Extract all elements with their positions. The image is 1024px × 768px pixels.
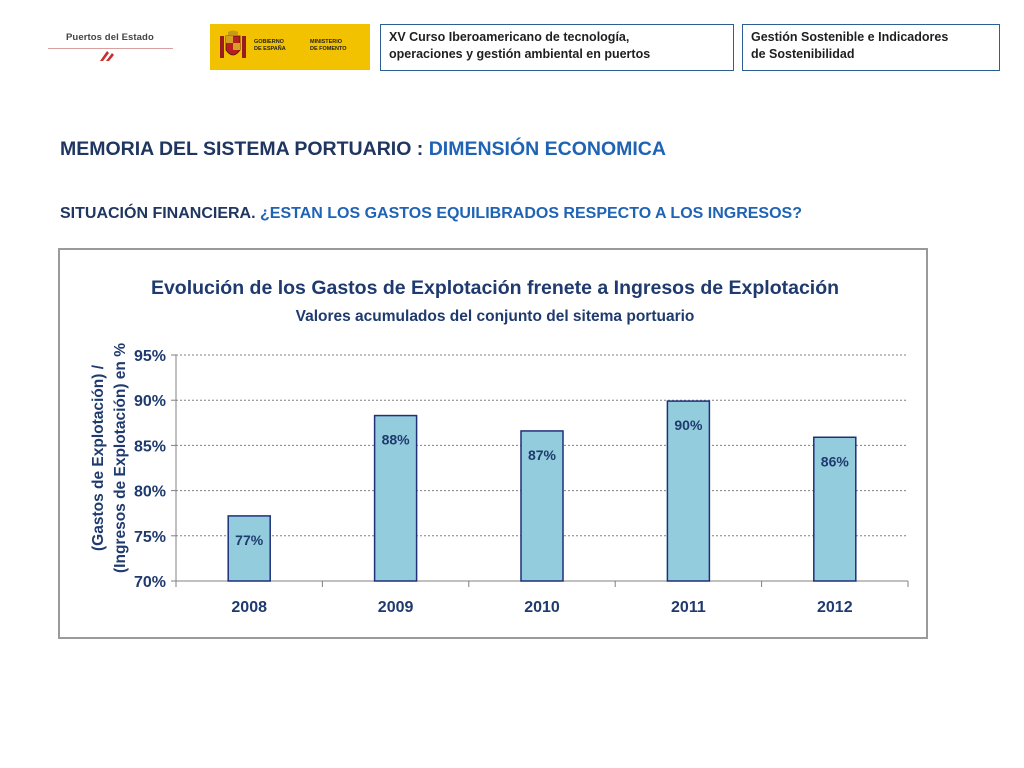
y-tick-label: 95% <box>134 348 166 365</box>
bar-chart: Evolución de los Gastos de Explotación f… <box>90 277 909 616</box>
y-axis-label: (Gastos de Explotación) / (Ingresos de E… <box>90 343 129 573</box>
section-title-line2: de Sostenibilidad <box>751 47 855 61</box>
bar-value-label: 88% <box>382 432 411 448</box>
chart-title: Evolución de los Gastos de Explotación f… <box>151 277 839 299</box>
x-tick-label: 2010 <box>524 599 560 616</box>
y-axis-label-line1: (Gastos de Explotación) / <box>90 364 107 551</box>
y-tick-label: 90% <box>134 393 166 410</box>
course-title-box: XV Curso Iberoamericano de tecnología, o… <box>380 24 734 71</box>
y-tick-label: 85% <box>134 438 166 455</box>
x-tick-label: 2012 <box>817 599 853 616</box>
puertos-del-estado-logo: Puertos del Estado <box>48 28 178 68</box>
page-title: MEMORIA DEL SISTEMA PORTUARIO : DIMENSIÓ… <box>60 138 666 161</box>
y-tick-label: 70% <box>134 574 166 591</box>
logo-divider <box>48 48 173 49</box>
y-tick-labels: 70% 75% 80% 85% 90% 95% <box>134 348 166 591</box>
puertos-mark-icon <box>100 51 114 61</box>
section-title-line1: Gestión Sostenible e Indicadores <box>751 30 949 44</box>
bar-value-label: 77% <box>235 532 264 548</box>
x-tick-label: 2008 <box>231 599 267 616</box>
bar-value-label: 86% <box>821 453 850 469</box>
gobierno-espana-logo: GOBIERNO DE ESPAÑA MINISTERIO DE FOMENTO <box>210 24 370 70</box>
x-tick-label: 2009 <box>378 599 414 616</box>
chart-subtitle: Valores acumulados del conjunto del site… <box>296 308 695 325</box>
bar <box>373 414 418 582</box>
course-title-line2: operaciones y gestión ambiental en puert… <box>389 47 651 61</box>
y-tick-label: 75% <box>134 529 166 546</box>
page-subtitle-dark: SITUACIÓN FINANCIERA. <box>60 205 260 222</box>
gobierno-text: GOBIERNO DE ESPAÑA <box>254 39 286 52</box>
page-title-blue: DIMENSIÓN ECONOMICA <box>428 138 666 160</box>
y-axis-label-line2: (Ingresos de Explotación) en % <box>112 343 129 573</box>
course-title-line1: XV Curso Iberoamericano de tecnología, <box>389 30 630 44</box>
chart-frame: Evolución de los Gastos de Explotación f… <box>58 248 928 639</box>
x-tick-labels: 2008 2009 2010 2011 2012 <box>231 599 852 616</box>
page-title-dark: MEMORIA DEL SISTEMA PORTUARIO : <box>60 138 429 160</box>
bars: 77% 88% 87% 90% 86% <box>227 400 857 582</box>
bar <box>227 515 271 582</box>
bar-value-label: 90% <box>674 417 703 433</box>
bar <box>813 436 857 582</box>
coat-of-arms-icon <box>220 30 246 58</box>
bar <box>666 400 711 582</box>
bar-value-label: 87% <box>528 447 557 463</box>
page-subtitle: SITUACIÓN FINANCIERA. ¿ESTAN LOS GASTOS … <box>60 205 802 223</box>
y-tick-label: 80% <box>134 484 166 501</box>
ministerio-text: MINISTERIO DE FOMENTO <box>310 39 347 52</box>
bar <box>520 430 564 582</box>
section-title-box: Gestión Sostenible e Indicadores de Sost… <box>742 24 1000 71</box>
puertos-logo-text: Puertos del Estado <box>66 32 154 43</box>
page-subtitle-blue: ¿ESTAN LOS GASTOS EQUILIBRADOS RESPECTO … <box>260 205 802 222</box>
x-tick-label: 2011 <box>671 599 706 616</box>
